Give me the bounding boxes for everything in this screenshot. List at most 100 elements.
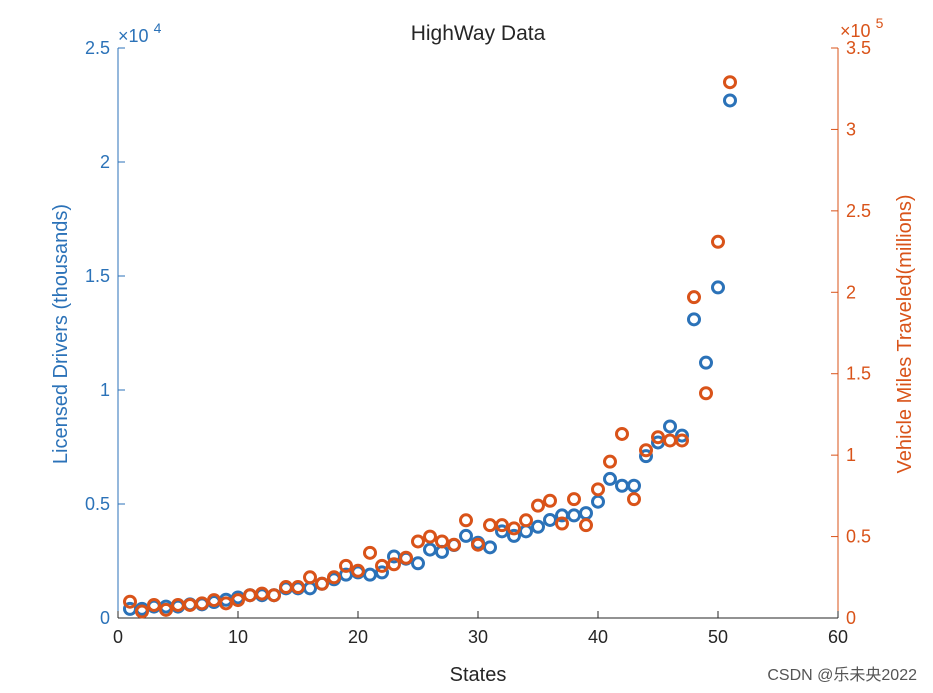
right-tick-label: 1.5 — [846, 364, 871, 384]
vehicle-miles-point — [399, 550, 413, 565]
vehicle-miles-point — [195, 596, 209, 611]
licensed-drivers-point — [303, 581, 317, 596]
right-axis-ticks: 0 0.5 1 1.5 2 2.5 3 3.5 — [831, 38, 871, 628]
licensed-drivers-point — [639, 449, 653, 464]
vehicle-miles-point — [627, 492, 641, 507]
vehicle-miles-point — [339, 558, 353, 573]
licensed-drivers-point — [495, 524, 509, 539]
vehicle-miles-point — [123, 594, 137, 609]
right-tick-label: 3 — [846, 119, 856, 139]
vehicle-miles-point — [591, 482, 605, 497]
licensed-drivers-point — [423, 542, 437, 557]
vehicle-miles-point — [243, 588, 257, 603]
x-tick-label: 10 — [228, 627, 248, 647]
licensed-drivers-point — [615, 478, 629, 493]
licensed-drivers-point — [375, 565, 389, 580]
vehicle-miles-point — [207, 593, 221, 608]
chart-title: HighWay Data — [411, 22, 546, 45]
vehicle-miles-point — [483, 518, 497, 533]
left-tick-label: 0 — [100, 608, 110, 628]
x-axis-ticks: 0 10 20 30 40 50 60 — [113, 611, 848, 647]
licensed-drivers-point — [603, 471, 617, 486]
vehicle-miles-point — [135, 604, 149, 619]
vehicle-miles-point — [387, 557, 401, 572]
vehicle-miles-point — [351, 563, 365, 578]
vehicle-miles-point — [507, 521, 521, 536]
left-tick-label: 0.5 — [85, 494, 110, 514]
vehicle-miles-point — [447, 537, 461, 552]
vehicle-miles-point — [411, 534, 425, 549]
left-axis-label: Licensed Drivers (thousands) — [50, 204, 72, 464]
right-axis: 0 0.5 1 1.5 2 2.5 3 3.5 ×10 5 Vehicle Miles Tra… — [831, 15, 916, 628]
licensed-drivers-point — [627, 478, 641, 493]
watermark: CSDN @乐未央2022 — [767, 666, 917, 684]
licensed-drivers-point — [663, 419, 677, 434]
left-tick-label: 1.5 — [85, 266, 110, 286]
right-tick-label: 3.5 — [846, 38, 871, 58]
licensed-drivers-point — [507, 528, 521, 543]
vehicle-miles-point — [471, 537, 485, 552]
licensed-drivers-point — [687, 312, 701, 327]
x-tick-label: 20 — [348, 627, 368, 647]
licensed-drivers-point — [591, 494, 605, 509]
vehicle-miles-point — [495, 518, 509, 533]
vehicle-miles-point — [723, 75, 737, 90]
vehicle-miles-point — [675, 433, 689, 448]
left-axis-exponent-base: ×10 — [118, 26, 149, 46]
right-axis-exponent-base: ×10 — [840, 21, 871, 41]
vehicle-miles-point — [459, 513, 473, 528]
vehicle-miles-point — [639, 443, 653, 458]
vehicle-miles-point — [543, 493, 557, 508]
licensed-drivers-point — [579, 506, 593, 521]
left-tick-label: 2.5 — [85, 38, 110, 58]
licensed-drivers-point — [459, 528, 473, 543]
vehicle-miles-point — [435, 534, 449, 549]
vehicle-miles-point — [567, 492, 581, 507]
right-tick-label: 0.5 — [846, 527, 871, 547]
vehicle-miles-point — [699, 386, 713, 401]
licensed-drivers-point — [675, 428, 689, 443]
licensed-drivers-point — [543, 512, 557, 527]
left-axis-exponent: ×10 4 — [118, 20, 162, 46]
vehicle-miles-point — [423, 529, 437, 544]
vehicle-miles-point — [315, 576, 329, 591]
licensed-drivers-point — [483, 540, 497, 555]
right-tick-label: 1 — [846, 445, 856, 465]
x-tick-label: 0 — [113, 627, 123, 647]
vehicle-miles-point — [327, 570, 341, 585]
licensed-drivers-point — [363, 567, 377, 582]
vehicle-miles-point — [711, 234, 725, 249]
vehicle-miles-point — [159, 602, 173, 617]
vehicle-miles-point — [291, 580, 305, 595]
licensed-drivers-point — [411, 556, 425, 571]
vehicle-miles-point — [363, 545, 377, 560]
vehicle-miles-point — [519, 513, 533, 528]
vehicle-miles-point — [651, 430, 665, 445]
licensed-drivers-point — [699, 355, 713, 370]
vehicle-miles-point — [303, 570, 317, 585]
left-axis-ticks: 0 0.5 1 1.5 2 2.5 — [85, 38, 125, 628]
licensed-drivers-point — [723, 93, 737, 108]
vehicle-miles-point — [267, 588, 281, 603]
vehicle-miles-point — [219, 596, 233, 611]
series-vehicle-miles — [123, 75, 737, 619]
left-axis: 0 0.5 1 1.5 2 2.5 ×10 4 Licensed Drivers (tho… — [50, 20, 162, 628]
right-axis-label: Vehicle Miles Traveled(millions) — [894, 195, 916, 474]
right-axis-exponent: ×10 5 — [840, 15, 884, 41]
right-tick-label: 2 — [846, 282, 856, 302]
licensed-drivers-point — [531, 519, 545, 534]
right-axis-exponent-power: 5 — [876, 15, 884, 31]
x-axis-label: States — [450, 664, 507, 686]
left-tick-label: 2 — [100, 152, 110, 172]
vehicle-miles-point — [615, 426, 629, 441]
series-licensed-drivers — [123, 93, 737, 616]
x-axis: 0 10 20 30 40 50 60 States — [113, 611, 848, 686]
x-tick-label: 40 — [588, 627, 608, 647]
vehicle-miles-point — [231, 593, 245, 608]
left-axis-exponent-power: 4 — [154, 20, 162, 36]
right-tick-label: 2.5 — [846, 201, 871, 221]
x-tick-label: 30 — [468, 627, 488, 647]
vehicle-miles-point — [555, 516, 569, 531]
x-tick-label: 60 — [828, 627, 848, 647]
